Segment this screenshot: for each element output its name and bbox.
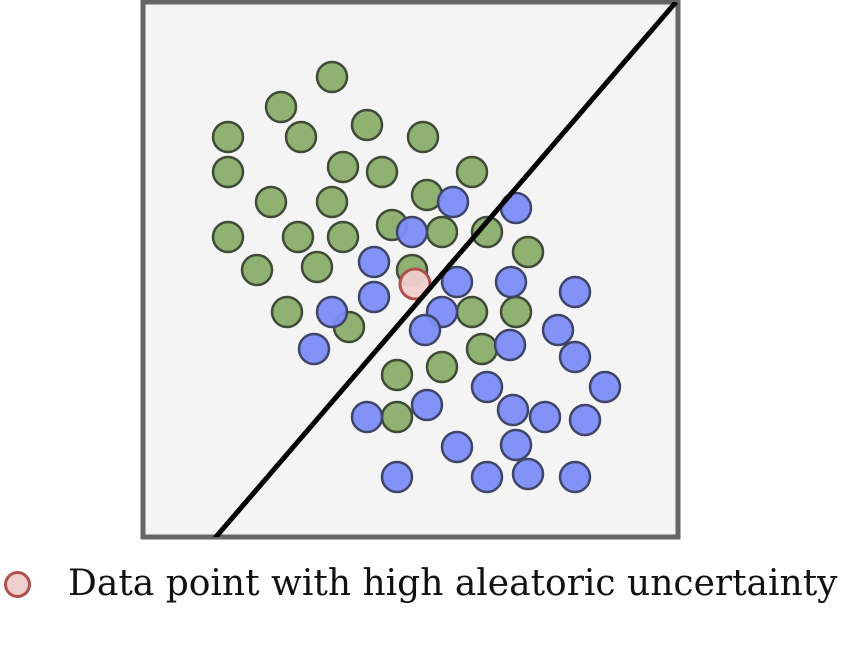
class-a-point	[270, 295, 304, 329]
class-a-point	[350, 108, 384, 142]
class-b-point	[408, 313, 442, 347]
class-a-point	[499, 295, 533, 329]
class-b-point	[470, 370, 504, 404]
class-b-point	[496, 393, 530, 427]
class-a-point	[281, 220, 315, 254]
class-a-point	[254, 185, 288, 219]
legend-label: Data point with high aleatoric uncertain…	[68, 563, 838, 604]
class-a-point	[465, 332, 499, 366]
class-a-point	[300, 250, 334, 284]
class-b-point	[470, 460, 504, 494]
class-a-point	[406, 120, 440, 154]
class-b-point	[440, 430, 474, 464]
class-b-point	[357, 245, 391, 279]
class-b-point	[558, 275, 592, 309]
class-b-points	[297, 185, 622, 494]
class-a-points	[211, 60, 545, 434]
class-b-point	[357, 280, 391, 314]
class-a-point	[211, 155, 245, 189]
class-b-point	[410, 388, 444, 422]
class-b-point	[558, 460, 592, 494]
class-a-point	[425, 215, 459, 249]
class-a-point	[326, 220, 360, 254]
class-b-point	[436, 185, 470, 219]
class-b-point	[380, 460, 414, 494]
class-a-point	[511, 235, 545, 269]
high-uncertainty-marker-icon	[4, 571, 31, 598]
class-a-point	[211, 120, 245, 154]
class-b-point	[499, 428, 533, 462]
class-b-point	[511, 457, 545, 491]
class-b-point	[528, 400, 562, 434]
legend: Data point with high aleatoric uncertain…	[0, 560, 853, 610]
class-a-point	[365, 155, 399, 189]
class-b-point	[350, 400, 384, 434]
class-b-point	[494, 265, 528, 299]
decision-boundary-line	[213, 2, 678, 537]
class-a-point	[326, 150, 360, 184]
class-b-point	[395, 215, 429, 249]
class-b-point	[315, 295, 349, 329]
class-a-point	[315, 60, 349, 94]
class-b-point	[297, 332, 331, 366]
high-uncertainty-point	[398, 267, 432, 301]
class-a-point	[455, 295, 489, 329]
class-a-point	[425, 350, 459, 384]
class-a-point	[284, 120, 318, 154]
highlighted-points	[398, 267, 432, 301]
class-a-point	[455, 155, 489, 189]
class-b-point	[558, 340, 592, 374]
class-b-point	[568, 403, 602, 437]
class-a-point	[264, 90, 298, 124]
class-b-point	[493, 328, 527, 362]
class-a-point	[211, 220, 245, 254]
class-a-point	[380, 400, 414, 434]
class-b-point	[541, 313, 575, 347]
class-a-point	[315, 185, 349, 219]
class-a-point	[470, 215, 504, 249]
class-b-point	[588, 370, 622, 404]
class-b-point	[440, 265, 474, 299]
class-a-point	[240, 253, 274, 287]
class-a-point	[380, 358, 414, 392]
